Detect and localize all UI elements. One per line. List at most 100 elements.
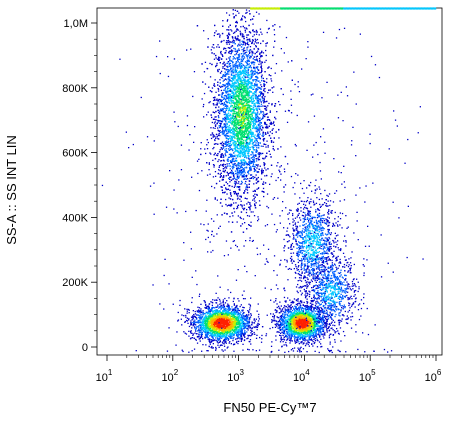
event-dot	[226, 123, 228, 125]
event-dot	[262, 135, 264, 138]
event-dot	[243, 131, 245, 133]
event-dot	[237, 39, 239, 41]
event-dot	[188, 149, 190, 151]
event-dot	[239, 79, 241, 81]
event-dot	[223, 123, 225, 125]
event-dot	[258, 152, 260, 154]
event-dot	[238, 140, 240, 142]
event-dot	[250, 71, 252, 73]
event-dot	[248, 150, 250, 152]
event-dot	[247, 54, 249, 56]
event-dot	[232, 117, 234, 119]
event-dot	[274, 40, 276, 42]
event-dot	[233, 86, 235, 88]
event-dot	[235, 82, 237, 85]
event-dot	[256, 86, 259, 88]
event-dot	[223, 131, 226, 133]
event-dot	[256, 115, 259, 117]
event-dot	[271, 129, 273, 131]
event-dot	[247, 88, 249, 90]
event-dot	[247, 104, 249, 106]
event-dot	[224, 141, 226, 143]
event-dot	[239, 63, 241, 65]
event-dot	[248, 164, 251, 166]
event-dot	[234, 92, 237, 94]
event-dot	[240, 120, 243, 122]
event-dot	[240, 123, 242, 126]
event-dot	[230, 52, 232, 55]
event-dot	[235, 93, 237, 95]
event-dot	[211, 121, 213, 124]
event-dot	[260, 101, 262, 103]
event-dot	[232, 91, 235, 93]
event-dot	[231, 102, 233, 104]
event-dot	[235, 81, 237, 83]
event-dot	[230, 110, 232, 112]
event-dot	[246, 130, 249, 132]
event-dot	[234, 147, 236, 149]
event-dot	[260, 178, 263, 180]
event-dot	[265, 143, 267, 146]
event-dot	[251, 72, 254, 74]
event-dot	[258, 87, 261, 89]
event-dot	[212, 103, 215, 105]
event-dot	[251, 61, 253, 63]
event-dot	[239, 198, 241, 200]
event-dot	[229, 215, 231, 218]
event-dot	[240, 211, 243, 213]
event-dot	[222, 179, 224, 181]
event-dot	[233, 17, 235, 19]
event-dot	[230, 29, 232, 31]
event-dot	[233, 186, 235, 188]
event-dot	[241, 115, 243, 117]
event-dot	[245, 93, 248, 95]
event-dot	[244, 68, 246, 70]
event-dot	[264, 132, 267, 134]
event-dot	[255, 39, 257, 42]
event-dot	[254, 41, 256, 43]
event-dot	[237, 54, 240, 56]
event-dot	[264, 105, 266, 107]
event-dot	[261, 69, 263, 71]
event-dot	[233, 177, 235, 179]
event-dot	[225, 181, 227, 183]
event-dot	[266, 100, 268, 103]
event-dot	[238, 109, 240, 111]
event-dot	[267, 146, 269, 148]
event-dot	[212, 136, 214, 138]
event-dot	[258, 105, 261, 108]
event-dot	[248, 114, 250, 116]
event-dot	[219, 337, 221, 339]
event-dot	[223, 175, 225, 177]
event-dot	[259, 165, 261, 167]
event-dot	[268, 119, 270, 121]
event-dot	[258, 136, 260, 138]
event-dot	[248, 44, 250, 46]
event-dot	[248, 82, 250, 84]
event-dot	[242, 133, 245, 136]
event-dot	[236, 57, 239, 60]
event-dot	[247, 68, 250, 70]
event-dot	[240, 65, 242, 67]
event-dot	[252, 51, 254, 53]
event-dot	[228, 62, 231, 65]
event-dot	[237, 113, 239, 115]
event-dot	[241, 98, 243, 100]
event-dot	[235, 115, 237, 117]
event-dot	[252, 61, 254, 63]
event-dot	[228, 121, 230, 123]
event-dot	[232, 77, 235, 79]
event-dot	[232, 82, 234, 84]
event-dot	[268, 27, 270, 29]
event-dot	[245, 101, 247, 103]
event-dot	[252, 88, 255, 90]
event-dot	[238, 186, 240, 188]
event-dot	[244, 61, 247, 63]
event-dot	[236, 170, 238, 172]
event-dot	[238, 144, 240, 146]
event-dot	[237, 186, 239, 188]
event-dot	[237, 79, 239, 81]
event-dot	[242, 44, 244, 46]
event-dot	[186, 310, 188, 312]
event-dot	[251, 105, 253, 107]
